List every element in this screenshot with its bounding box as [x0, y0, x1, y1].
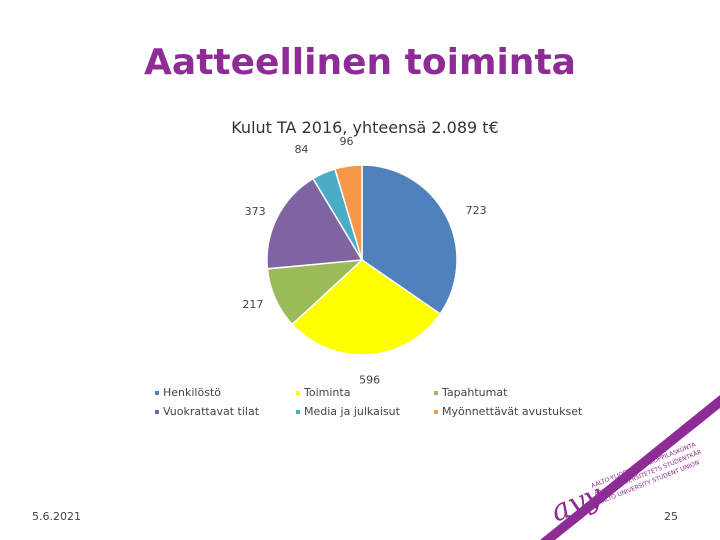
legend-label: Vuokrattavat tilat [163, 405, 260, 418]
legend-swatch [155, 409, 159, 414]
slide-title: Aatteellinen toiminta [144, 42, 576, 83]
data-label-4: 84 [294, 143, 308, 156]
pie-slice-1 [291, 259, 442, 356]
page-number: 25 [664, 510, 678, 523]
legend-swatch [296, 390, 300, 395]
data-label-3: 373 [245, 205, 266, 218]
legend-label: Myönnettävät avustukset [442, 405, 583, 418]
logo-inner-shape [555, 408, 720, 540]
legend-item-3: Vuokrattavat tilat [155, 405, 259, 418]
data-label-1: 596 [359, 374, 380, 387]
pie-slice-5 [334, 164, 363, 261]
legend-label: Henkilöstö [163, 386, 221, 399]
legend-label: Media ja julkaisut [304, 405, 400, 418]
data-label-0: 723 [466, 204, 487, 217]
legend-item-0: Henkilöstö [155, 386, 221, 399]
slide-date: 5.6.2021 [32, 510, 81, 523]
legend-item-5: Myönnettävät avustukset [434, 405, 582, 418]
legend-item-1: Toiminta [296, 386, 350, 399]
legend-label: Tapahtumat [442, 386, 508, 399]
pie-slice-3 [266, 177, 364, 270]
pie-slice-0 [361, 164, 458, 315]
data-label-5: 96 [339, 135, 353, 148]
data-label-2: 217 [242, 298, 263, 311]
legend-label: Toiminta [304, 386, 351, 399]
legend-swatch [155, 390, 159, 395]
legend-swatch [434, 390, 438, 395]
legend-swatch [296, 409, 300, 414]
legend-item-4: Media ja julkaisut [296, 405, 400, 418]
legend-swatch [434, 409, 438, 414]
chart-title: Kulut TA 2016, yhteensä 2.089 t€ [231, 118, 499, 137]
legend-item-2: Tapahtumat [434, 386, 507, 399]
